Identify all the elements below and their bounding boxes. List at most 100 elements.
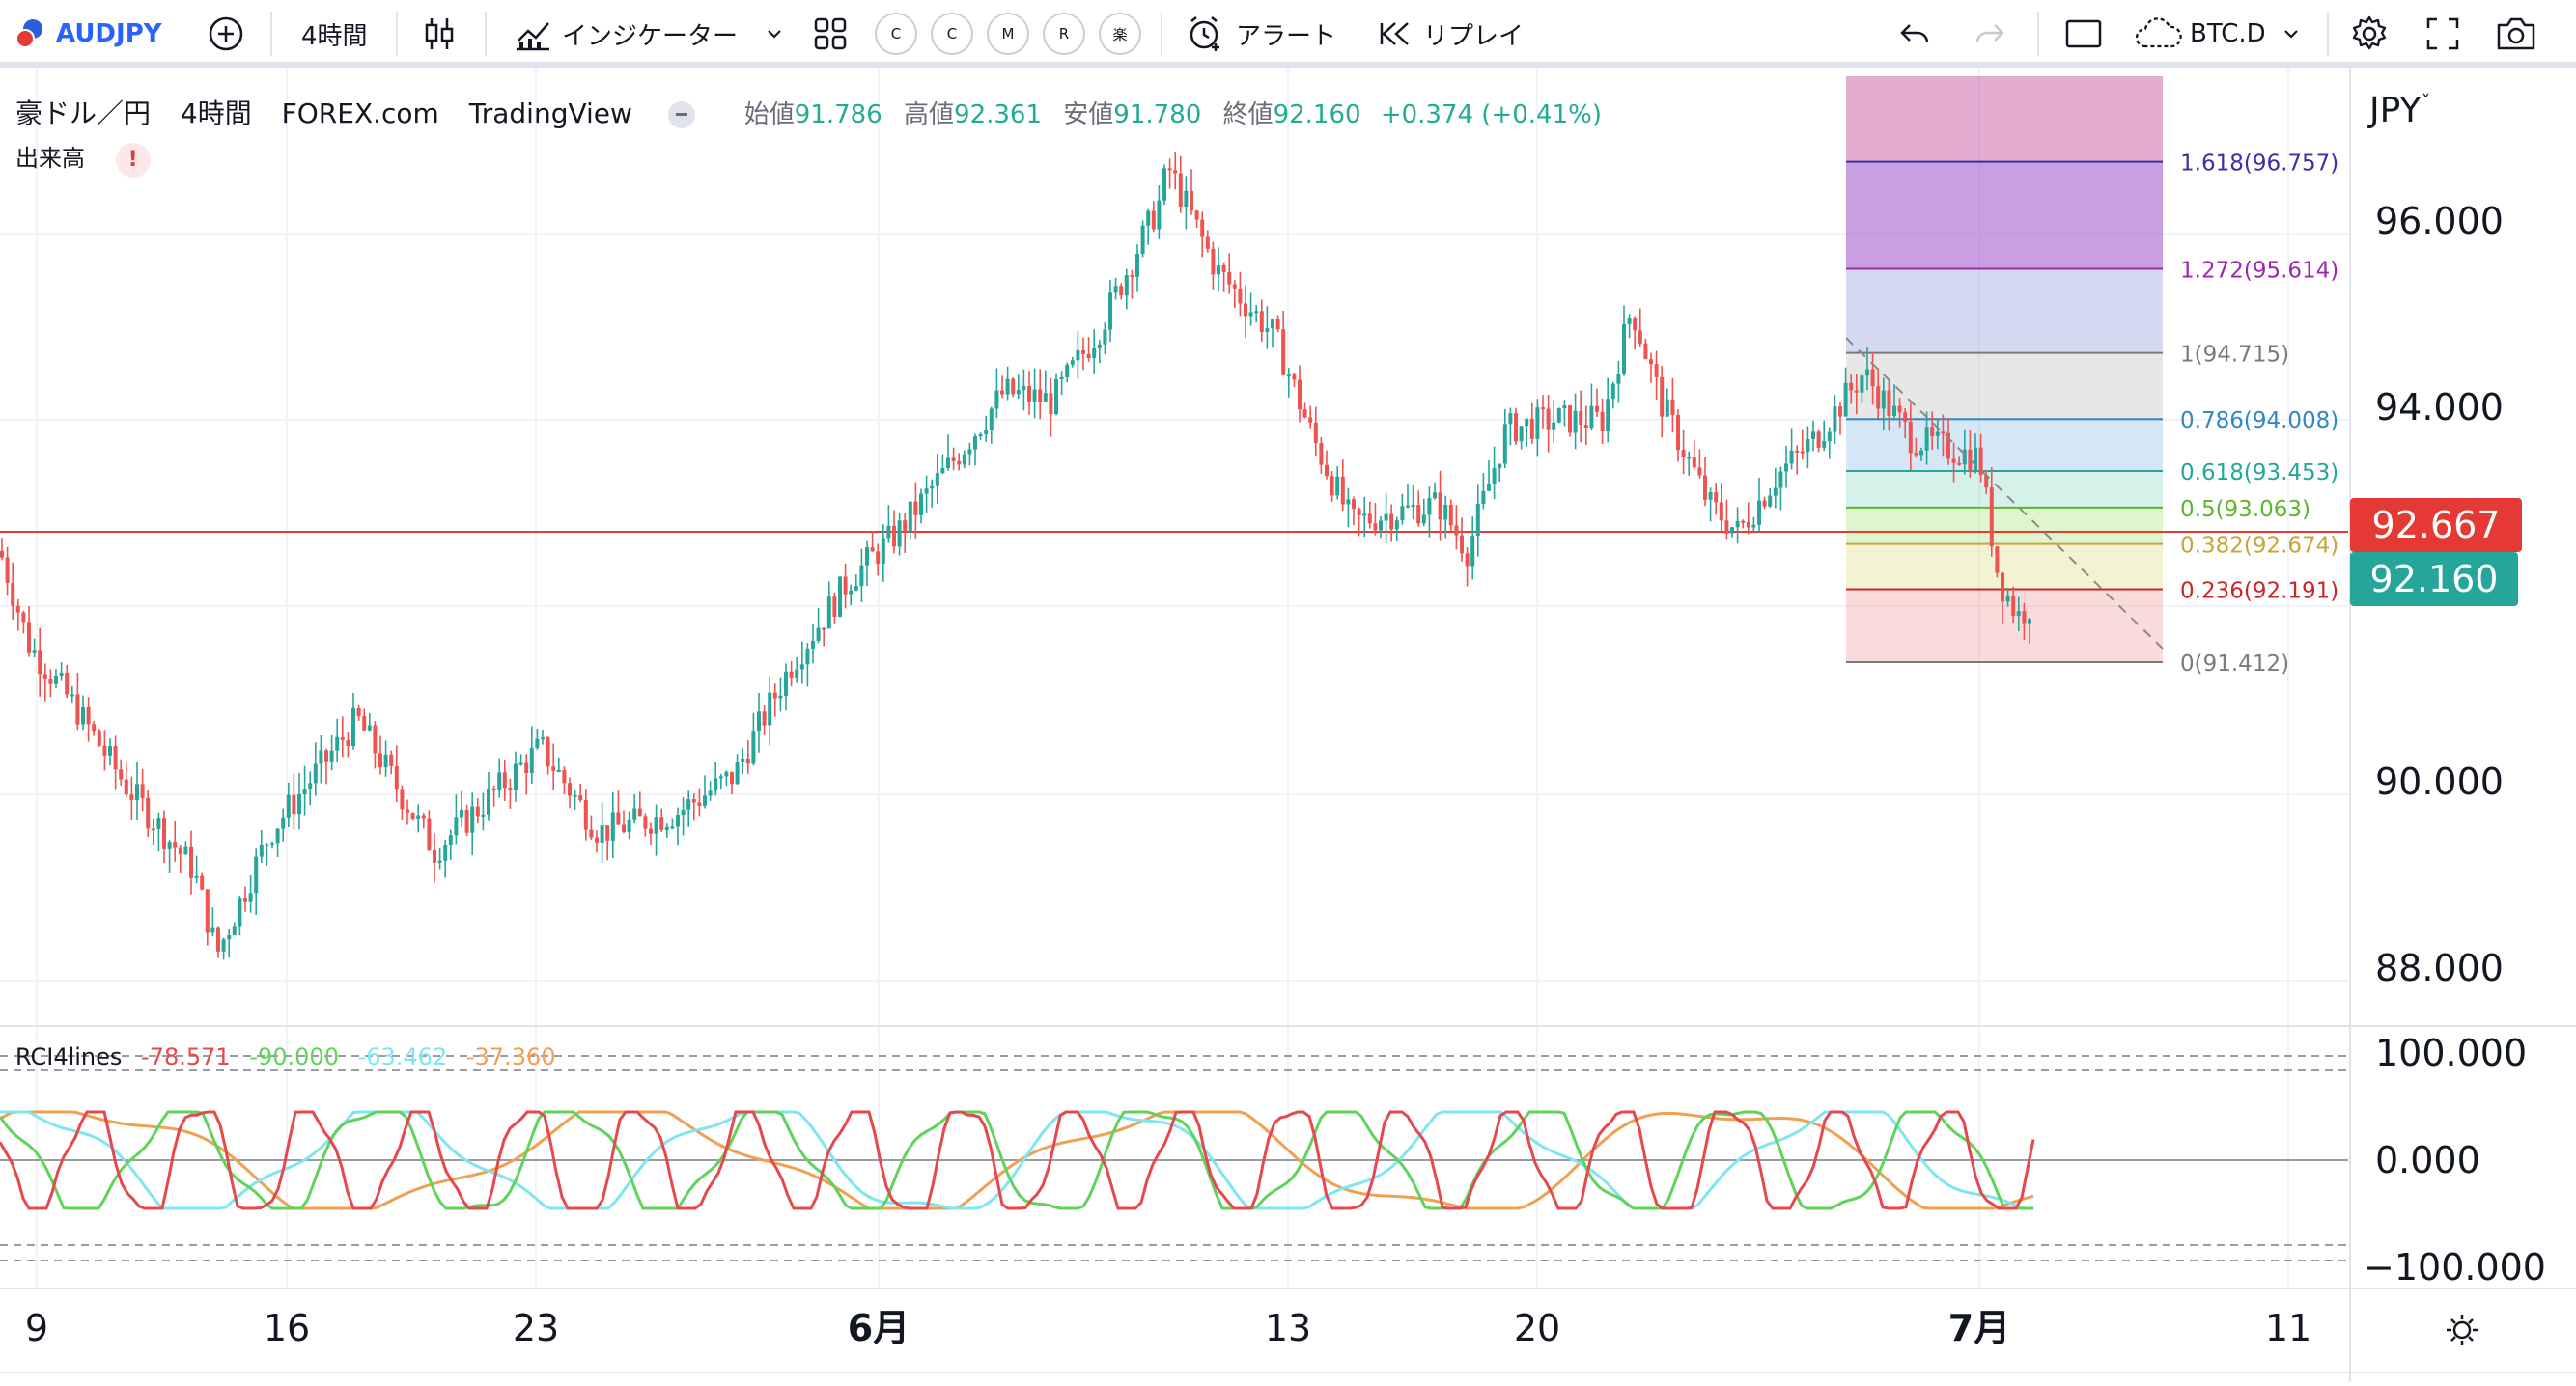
redo-button[interactable]: [1974, 14, 2006, 54]
interval-button[interactable]: 4時間: [301, 14, 368, 54]
candle-body: [1914, 453, 1918, 456]
rci-bands: [0, 1055, 2348, 1261]
snapshot-button[interactable]: [2495, 14, 2537, 54]
currency-label[interactable]: JPYˇ: [2369, 91, 2431, 130]
candle-body: [1022, 386, 1026, 391]
symbol-search-button[interactable]: AUDJPY: [14, 14, 162, 54]
custom-button-c1[interactable]: C: [875, 13, 917, 55]
candle-body: [2011, 596, 2016, 617]
candle-body: [362, 716, 367, 731]
volume-label[interactable]: 出来高: [15, 145, 85, 172]
custom-button-raku[interactable]: 楽: [1099, 13, 1141, 55]
undo-button[interactable]: [1898, 14, 1931, 54]
candle-body: [573, 794, 577, 797]
candle-body: [1908, 421, 1913, 454]
candle-body: [475, 806, 480, 817]
candle-body: [1589, 405, 1594, 429]
compare-symbol-button[interactable]: BTC.D: [2134, 14, 2301, 54]
candle-body: [1130, 275, 1134, 278]
candle-body: [546, 737, 550, 767]
undo-icon: [1900, 24, 1929, 43]
time-label: 9: [25, 1307, 48, 1349]
candle-body: [605, 825, 610, 841]
settings-button[interactable]: [2350, 14, 2389, 54]
fib-level-label: 0.236(92.191): [2180, 578, 2338, 603]
currency-text: JPY: [2369, 91, 2422, 130]
rci-tick: −100.000: [2364, 1246, 2546, 1289]
drawing-rectangle-button[interactable]: [2064, 14, 2103, 54]
candle-body: [600, 825, 604, 843]
indicators-dropdown-button[interactable]: [765, 14, 784, 54]
warning-icon[interactable]: !: [115, 143, 151, 178]
price-tick: 88.000: [2375, 947, 2504, 989]
candle-body: [762, 711, 767, 726]
plus-circle-icon: [209, 16, 243, 51]
candle-body: [616, 812, 621, 825]
candle-body: [487, 789, 490, 815]
candle-body: [394, 765, 399, 790]
candle-body: [1475, 503, 1480, 537]
candle-body: [676, 815, 680, 827]
custom-button-r[interactable]: R: [1043, 13, 1085, 55]
candle-body: [373, 725, 378, 754]
candle-body: [859, 565, 864, 587]
candle-body: [38, 650, 42, 675]
alert-button[interactable]: アラート: [1186, 14, 1336, 54]
candle-body: [1373, 523, 1378, 531]
chart-canvas[interactable]: 1.618(96.757) 1.272(95.614) 1(94.715) 0.786…: [0, 68, 2576, 1382]
candle-body: [805, 648, 810, 665]
chart-area[interactable]: 1.618(96.757) 1.272(95.614) 1(94.715) 0.786…: [0, 68, 2576, 1382]
candle-body: [919, 493, 923, 515]
candle-body: [514, 763, 518, 790]
candle-body: [1140, 225, 1145, 255]
candle-body: [156, 818, 161, 829]
rci-title[interactable]: RCI4lines: [15, 1043, 123, 1070]
layout-button[interactable]: [813, 14, 848, 54]
candle-body: [210, 927, 215, 933]
candle-body: [135, 784, 139, 801]
legend-collapse-button[interactable]: [667, 101, 695, 128]
candle-body: [302, 789, 307, 795]
legend-title[interactable]: 豪ドル／円: [15, 97, 152, 129]
candle-body: [259, 845, 264, 857]
candle-body: [129, 794, 134, 801]
candle-body: [65, 672, 70, 695]
candle-body: [568, 783, 572, 796]
timezone-settings-button[interactable]: [2447, 1315, 2478, 1345]
grid-layout-icon: [814, 17, 847, 50]
candle-body: [1454, 525, 1459, 536]
indicators-button[interactable]: インジケーター: [514, 14, 738, 54]
custom-button-m[interactable]: M: [987, 13, 1029, 55]
candle-body: [1346, 499, 1351, 505]
candle-body: [1470, 536, 1475, 567]
candle-body: [1302, 409, 1307, 418]
candle-body: [924, 488, 929, 494]
candle-body: [183, 846, 188, 855]
rci-legend: RCI4lines -78.571 -90.000 -63.462 -37.36…: [15, 1043, 556, 1070]
add-symbol-button[interactable]: [208, 14, 244, 54]
indicators-icon: [517, 22, 549, 51]
candle-body: [1190, 190, 1193, 211]
candle-body: [1633, 318, 1638, 331]
candle-body: [1502, 424, 1507, 464]
candle-body: [876, 551, 881, 565]
candle-body: [1681, 450, 1686, 458]
fib-trend-line[interactable]: [1845, 337, 2164, 650]
toolbar-divider: [485, 12, 487, 56]
candle-body: [1049, 393, 1053, 415]
chevron-down-icon: ˇ: [2421, 91, 2431, 114]
chart-type-button[interactable]: [423, 14, 456, 54]
candle-body: [1465, 553, 1470, 567]
candle-body: [659, 817, 664, 830]
replay-button[interactable]: リプレイ: [1379, 14, 1524, 54]
candle-body: [1676, 415, 1680, 451]
fullscreen-button[interactable]: [2425, 14, 2460, 54]
candle-body: [1135, 254, 1139, 277]
candle-body: [1400, 506, 1405, 521]
candle-body: [448, 835, 453, 845]
candle-body: [751, 731, 756, 764]
candle-body: [1562, 405, 1567, 409]
symbol-logo-icon: [14, 17, 46, 50]
custom-button-c2[interactable]: C: [931, 13, 973, 55]
candle-body: [1751, 524, 1756, 528]
